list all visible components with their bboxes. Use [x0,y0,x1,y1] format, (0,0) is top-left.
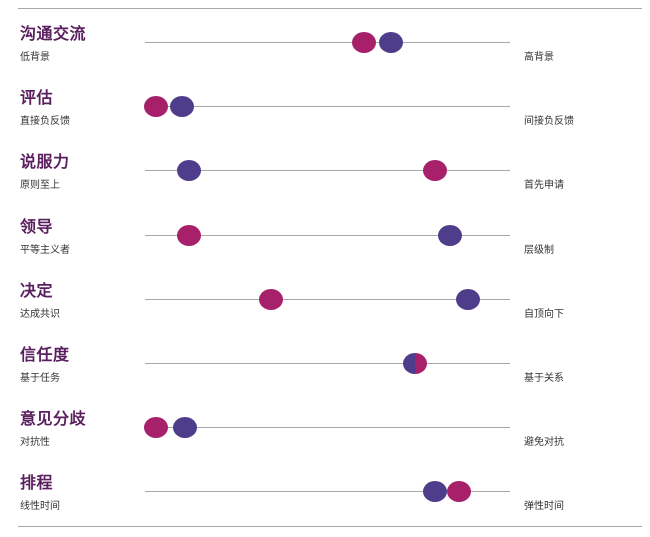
scale-title: 领导 [20,216,54,236]
scale-right-label: 高背景 [524,52,554,63]
top-divider [18,8,642,9]
scale-track [145,363,510,364]
marker-a [143,96,168,118]
scale-right-label: 自顶向下 [524,308,564,320]
scale-title: 说服力 [20,152,70,172]
marker-a [352,32,376,53]
scale-title: 沟通交流 [20,24,87,43]
scale-right-label: 首先申请 [524,180,564,192]
scale-right-label: 间接负反馈 [524,116,574,128]
scale-left-label: 对抗性 [20,437,50,449]
marker-a [143,417,168,439]
scale-left-label: 达成共识 [20,308,60,320]
marker-a [176,224,201,246]
scale-left-label: 低背景 [20,52,50,63]
bottom-divider [18,526,642,527]
scale-left-label: 基于任务 [20,373,60,384]
scale-row: 信任度基于任务 基于关系 [0,345,650,409]
scale-track [145,298,510,300]
marker-b [456,288,481,310]
scale-row: 排程线性时间 弹性时间 [0,473,650,537]
scale-track [145,106,510,108]
marker-a [258,288,283,310]
scale-track [145,234,510,236]
marker-a [423,160,448,182]
scale-left-label: 线性时间 [20,501,60,513]
scale-row: 意见分歧对抗性 避免对抗 [0,409,650,473]
scale-row: 评估直接负反馈 间接负反馈 [0,88,650,152]
scale-title: 信任度 [20,345,70,364]
scale-right-label: 层级制 [524,244,554,256]
scale-row: 领导平等主义者 层级制 [0,217,650,281]
scale-left-label: 平等主义者 [20,244,70,256]
scale-title: 评估 [20,88,54,108]
scale-title: 意见分歧 [20,409,87,429]
scale-track [145,427,510,429]
scale-track [145,42,510,43]
marker-b [437,224,462,246]
scale-right-label: 基于关系 [524,373,564,384]
scale-left-label: 原则至上 [20,180,60,192]
scale-track [145,170,510,172]
scale-title: 决定 [20,280,54,300]
marker-overlap [403,353,428,374]
scale-right-label: 弹性时间 [524,501,564,513]
marker-b [176,160,201,182]
scale-row: 说服力原则至上 首先申请 [0,152,650,216]
marker-a [446,481,471,503]
scale-track [145,491,510,493]
scale-title: 排程 [20,473,54,493]
scale-right-label: 避免对抗 [524,437,564,449]
marker-b [379,32,404,53]
marker-b [173,417,198,439]
marker-b [169,96,194,118]
scale-row: 决定达成共识 自顶向下 [0,281,650,345]
scale-row: 沟通交流低背景 高背景 [0,24,650,88]
scale-left-label: 直接负反馈 [20,116,70,128]
marker-b [423,481,448,503]
